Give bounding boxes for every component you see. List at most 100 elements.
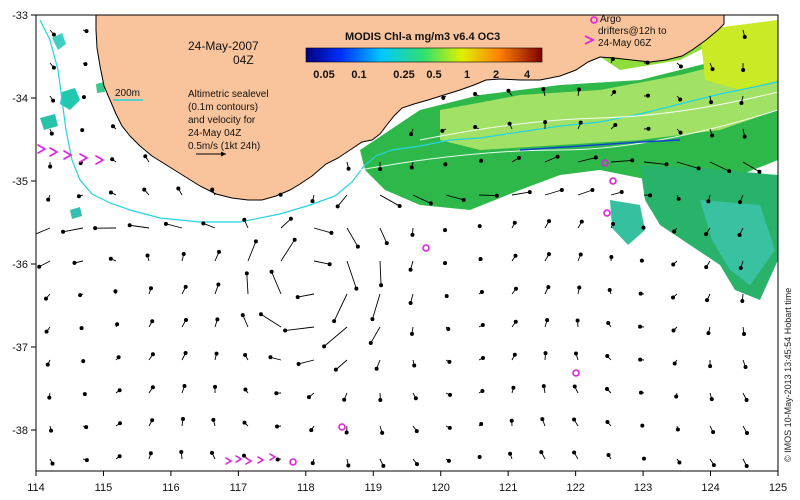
velocity-vector-head [539, 450, 544, 455]
velocity-vector-head [443, 162, 448, 167]
x-tick-label: 115 [95, 482, 113, 494]
colorbar-title: MODIS Chl-a mg/m3 v6.4 OC3 [345, 31, 500, 43]
velocity-vector-head [441, 95, 446, 100]
velocity-vector-head [443, 261, 448, 266]
velocity-vector-head [332, 319, 337, 324]
velocity-vector-head [408, 301, 413, 306]
velocity-vector [478, 194, 497, 197]
velocity-vector-head [513, 253, 518, 258]
velocity-vector [242, 314, 249, 328]
velocity-vector-head [527, 190, 532, 195]
velocity-vector [165, 223, 183, 229]
velocity-vector-head [380, 430, 385, 435]
argo-legend-marker [590, 16, 598, 24]
colorbar-tick-label: 0.5 [426, 69, 441, 81]
velocity-vector-head [142, 187, 147, 192]
contour-label: 200m [115, 88, 140, 99]
velocity-vector-head [79, 326, 84, 331]
velocity-vector-head [545, 318, 550, 323]
velocity-vector-head [611, 222, 616, 227]
velocity-vector-head [672, 229, 677, 234]
velocity-vector-head [379, 283, 384, 288]
velocity-vector-head [479, 422, 484, 427]
x-tick-label: 124 [701, 482, 719, 494]
velocity-vector-head [705, 298, 710, 303]
velocity-vector-head [543, 351, 548, 356]
velocity-vector [203, 222, 216, 229]
velocity-vector-head [409, 165, 414, 170]
velocity-vector [577, 189, 593, 196]
velocity-vector-head [428, 201, 433, 206]
velocity-vector-head [150, 319, 155, 324]
velocity-vector-head [480, 356, 485, 361]
date-label: 24-May-2007 [188, 39, 259, 53]
velocity-vector-head [506, 88, 511, 93]
velocity-vector-head [479, 158, 484, 163]
velocity-vector [742, 161, 760, 173]
velocity-vector-head [183, 350, 188, 355]
x-tick-label: 117 [230, 482, 248, 494]
credit-text: © IMOS 10-May-2013 13:45:54 Hobart time [783, 288, 793, 462]
velocity-vector-head [342, 397, 347, 402]
velocity-vector-head [508, 451, 513, 456]
velocity-vector-head [543, 120, 548, 125]
velocity-vector-head [511, 385, 516, 390]
velocity-vector-head [37, 264, 42, 269]
velocity-vector-head [678, 64, 683, 69]
x-tick-label: 125 [769, 482, 787, 494]
time-label: 04Z [233, 53, 254, 67]
velocity-vector [544, 156, 558, 163]
velocity-vector-head [61, 229, 66, 234]
velocity-vector-head [480, 323, 485, 328]
velocity-vector-head [346, 463, 351, 468]
velocity-vector-head [243, 387, 248, 392]
velocity-vector-head [288, 216, 293, 221]
velocity-vector-head [606, 320, 611, 325]
colorbar-gradient [305, 47, 543, 63]
velocity-vector-head [473, 92, 478, 97]
argo-legend-line-2: drifters@12h to [598, 26, 667, 37]
velocity-vector [246, 273, 249, 295]
velocity-vector-head [640, 423, 645, 428]
y-axis: -33 -34 -35 -36 -37 -38 [12, 10, 36, 437]
velocity-vector-head [590, 188, 595, 193]
velocity-vector-head [148, 451, 153, 456]
velocity-vector-head [675, 427, 680, 432]
x-tick-label: 121 [499, 482, 517, 494]
velocity-vector [298, 359, 315, 365]
velocity-vector-head [671, 262, 676, 267]
velocity-vector [280, 239, 296, 262]
velocity-vector-head [242, 453, 247, 458]
velocity-vector-head [513, 286, 518, 291]
velocity-vector-head [242, 217, 247, 222]
velocity-vector-head [612, 89, 617, 94]
velocity-vector-head [547, 219, 552, 224]
velocity-vector [260, 313, 282, 328]
velocity-vector-head [593, 155, 598, 160]
velocity-vector-head [243, 352, 248, 357]
velocity-vector-head [384, 241, 389, 246]
velocity-vector-head [677, 460, 682, 465]
velocity-vector-head [211, 417, 216, 422]
velocity-vector-head [46, 197, 51, 202]
velocity-vector-head [743, 364, 748, 369]
velocity-vector-head [572, 450, 577, 455]
velocity-vector-head [479, 290, 484, 295]
velocity-vector [379, 260, 382, 286]
velocity-vector [129, 224, 150, 229]
velocity-vector-head [678, 130, 683, 135]
velocity-vector-head [51, 65, 56, 70]
velocity-vector-head [638, 357, 643, 362]
velocity-vector [285, 326, 315, 332]
velocity-vector-head [117, 388, 122, 393]
velocity-vector-head [674, 394, 679, 399]
velocity-vector [337, 194, 348, 207]
velocity-vector-head [201, 221, 206, 226]
velocity-vector-head [84, 29, 89, 34]
velocity-vector-head [275, 424, 280, 429]
velocity-vector-head [447, 425, 452, 430]
velocity-vector-head [409, 331, 414, 336]
velocity-vector-head [646, 93, 651, 98]
velocity-vector-head [115, 322, 120, 327]
velocity-vector-head [740, 298, 745, 303]
